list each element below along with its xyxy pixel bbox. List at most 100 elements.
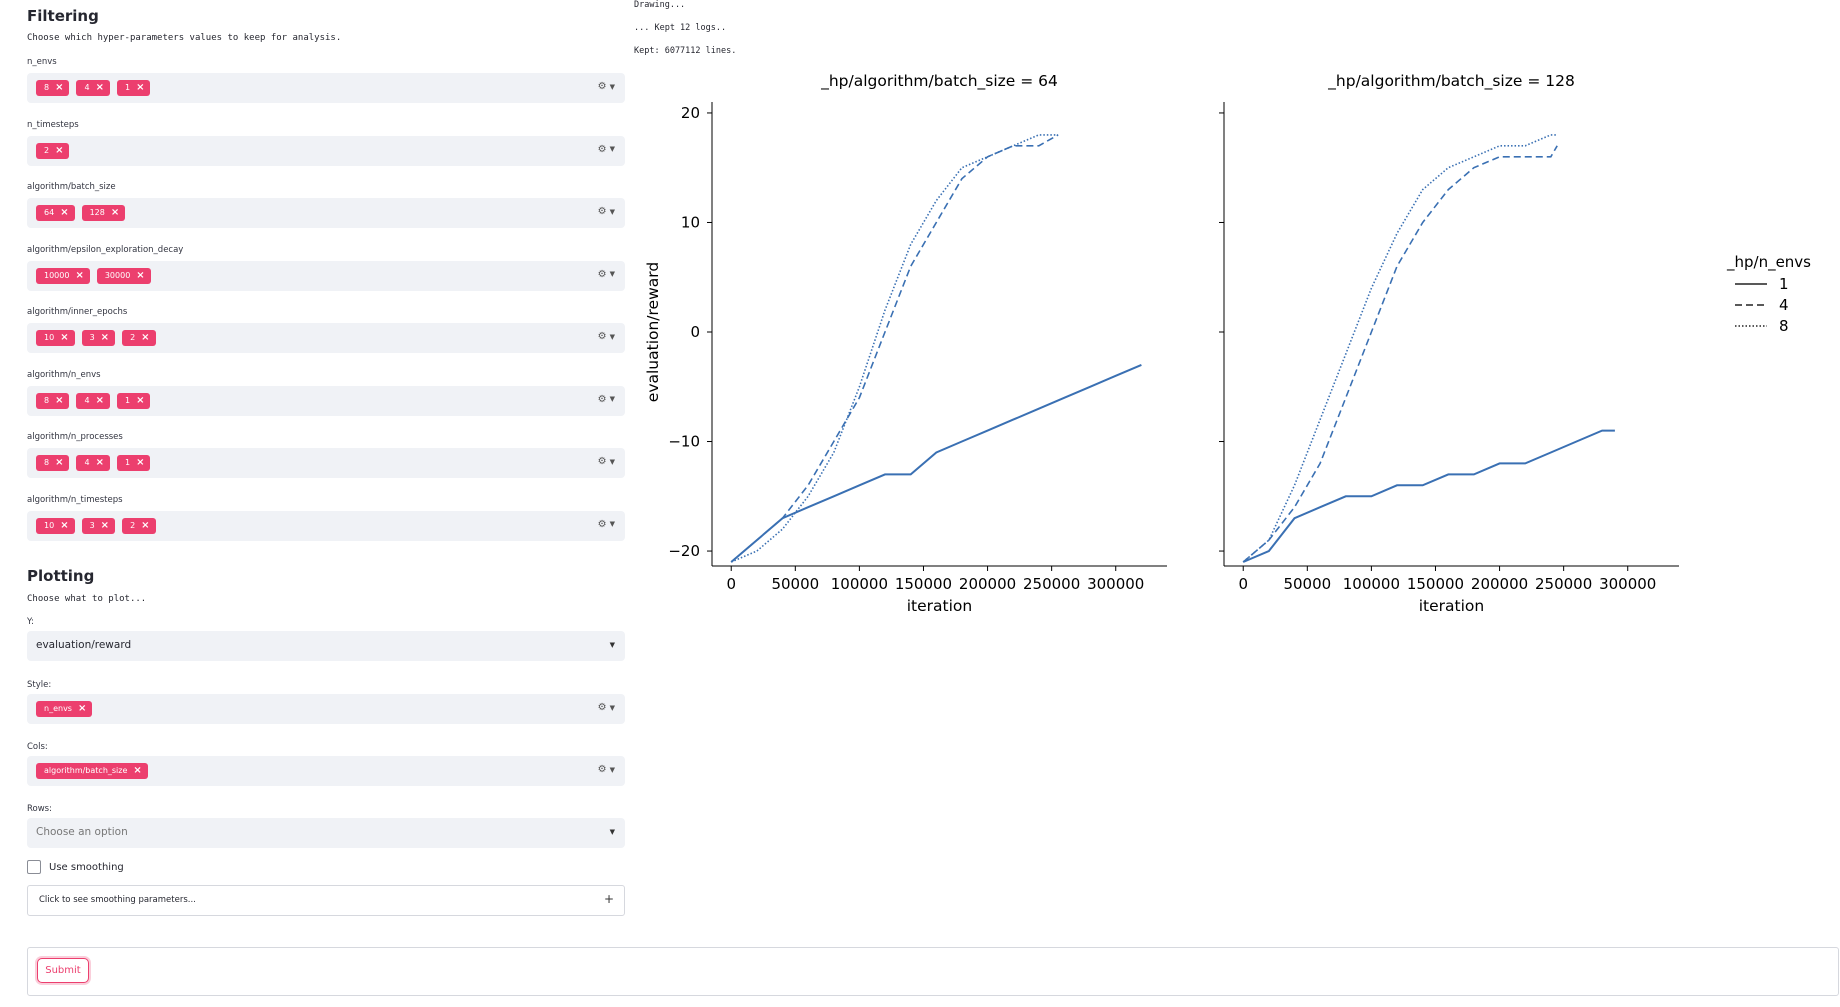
cols-chip[interactable]: algorithm/batch_size ×: [36, 763, 148, 779]
y-label: Y:: [27, 617, 34, 627]
filter-chip[interactable]: 1 ×: [116, 392, 151, 409]
chevron-down-icon[interactable]: ▼: [609, 270, 615, 278]
style-multiselect[interactable]: n_envs × ⚙ ▼: [27, 694, 625, 724]
cols-multiselect[interactable]: algorithm/batch_size × ⚙ ▼: [27, 756, 625, 786]
gear-icon[interactable]: ⚙: [597, 764, 607, 775]
log-line-kept-lines: Kept: 6077112 lines.: [634, 46, 737, 56]
gear-icon[interactable]: ⚙: [597, 456, 607, 467]
filter-chip[interactable]: 2 ×: [122, 330, 156, 346]
close-icon[interactable]: ×: [110, 207, 120, 218]
multiselect-controls[interactable]: ⚙ ▼: [598, 269, 615, 280]
filter-chip[interactable]: 10 ×: [36, 330, 75, 346]
close-icon[interactable]: ×: [60, 207, 69, 218]
plus-icon[interactable]: +: [603, 892, 614, 906]
close-icon[interactable]: ×: [60, 332, 69, 343]
chip-label: 10: [44, 333, 55, 342]
multiselect-controls[interactable]: ⚙ ▼: [598, 456, 615, 467]
gear-icon[interactable]: ⚙: [597, 143, 607, 155]
gear-icon[interactable]: ⚙: [597, 268, 607, 280]
submit-button[interactable]: Submit: [37, 958, 89, 983]
filter-chip[interactable]: 128 ×: [81, 205, 126, 221]
close-icon[interactable]: ×: [60, 519, 69, 531]
close-icon[interactable]: ×: [55, 457, 64, 468]
smoothing-checkbox-row[interactable]: Use smoothing: [27, 860, 124, 874]
chevron-down-icon[interactable]: ▼: [609, 82, 615, 91]
chevron-down-icon[interactable]: ▼: [609, 207, 615, 216]
chevron-down-icon[interactable]: ▼: [609, 703, 615, 712]
filter-chip[interactable]: 64 ×: [36, 205, 75, 221]
smoothing-label: Use smoothing: [49, 861, 124, 873]
x-tick-label: 200000: [959, 575, 1016, 593]
close-icon[interactable]: ×: [55, 82, 64, 93]
close-icon[interactable]: ×: [136, 457, 145, 468]
close-icon[interactable]: ×: [55, 394, 64, 406]
multiselect-controls[interactable]: ⚙ ▼: [598, 702, 615, 713]
close-icon[interactable]: ×: [100, 519, 110, 531]
style-chip[interactable]: n_envs ×: [36, 701, 93, 717]
close-icon[interactable]: ×: [141, 332, 150, 343]
close-icon[interactable]: ×: [136, 394, 145, 406]
filter-chip[interactable]: 10000 ×: [36, 267, 90, 284]
filter-chip[interactable]: 8 ×: [36, 455, 70, 471]
gear-icon[interactable]: ⚙: [597, 206, 607, 217]
chip-label: n_envs: [44, 704, 72, 713]
filter-multiselect[interactable]: 8 × 4 × 1 × ⚙ ▼: [27, 73, 625, 103]
close-icon[interactable]: ×: [55, 144, 64, 156]
close-icon[interactable]: ×: [95, 457, 104, 468]
gear-icon[interactable]: ⚙: [597, 518, 607, 530]
filter-chip[interactable]: 4 ×: [76, 392, 110, 409]
chevron-down-icon[interactable]: ▼: [609, 145, 615, 153]
multiselect-controls[interactable]: ⚙ ▼: [598, 394, 615, 405]
close-icon[interactable]: ×: [136, 269, 145, 281]
filter-multiselect[interactable]: 64 × 128 × ⚙ ▼: [27, 198, 625, 228]
smoothing-expander[interactable]: Click to see smoothing parameters... +: [27, 885, 625, 916]
gear-icon[interactable]: ⚙: [597, 331, 607, 342]
filter-chip[interactable]: 10 ×: [36, 517, 75, 534]
filter-multiselect[interactable]: 10000 × 30000 × ⚙ ▼: [27, 260, 625, 291]
filter-multiselect[interactable]: 10 × 3 × 2 × ⚙ ▼: [27, 323, 625, 353]
filter-chip[interactable]: 1 ×: [116, 455, 151, 471]
close-icon[interactable]: ×: [95, 82, 104, 93]
multiselect-controls[interactable]: ⚙ ▼: [598, 81, 615, 92]
filter-chip[interactable]: 4 ×: [76, 455, 110, 471]
chevron-down-icon[interactable]: ▼: [609, 765, 615, 774]
filter-chip[interactable]: 30000 ×: [96, 267, 151, 284]
filter-chip[interactable]: 8 ×: [36, 392, 70, 409]
gear-icon[interactable]: ⚙: [597, 81, 607, 92]
filter-multiselect[interactable]: 10 × 3 × 2 × ⚙ ▼: [27, 510, 625, 541]
log-line-drawing: Drawing...: [634, 0, 686, 10]
x-tick-label: 300000: [1599, 575, 1656, 593]
multiselect-controls[interactable]: ⚙ ▼: [598, 144, 615, 155]
close-icon[interactable]: ×: [141, 519, 150, 531]
gear-icon[interactable]: ⚙: [597, 393, 607, 405]
filter-chip[interactable]: 8 ×: [36, 80, 70, 96]
filter-chip[interactable]: 1 ×: [116, 80, 151, 96]
close-icon[interactable]: ×: [100, 332, 110, 343]
close-icon[interactable]: ×: [133, 765, 142, 776]
smoothing-checkbox[interactable]: [27, 860, 41, 874]
multiselect-controls[interactable]: ⚙ ▼: [598, 206, 615, 217]
chevron-down-icon[interactable]: ▼: [609, 520, 615, 528]
filter-chip[interactable]: 3 ×: [81, 330, 116, 346]
filter-chip[interactable]: 2 ×: [36, 142, 70, 159]
chevron-down-icon[interactable]: ▼: [609, 395, 615, 403]
multiselect-controls[interactable]: ⚙ ▼: [598, 764, 615, 775]
filter-chip[interactable]: 4 ×: [76, 80, 110, 96]
filter-multiselect[interactable]: 8 × 4 × 1 × ⚙ ▼: [27, 385, 625, 416]
close-icon[interactable]: ×: [95, 394, 104, 406]
filter-multiselect[interactable]: 2 × ⚙ ▼: [27, 135, 625, 166]
filter-multiselect[interactable]: 8 × 4 × 1 × ⚙ ▼: [27, 448, 625, 478]
multiselect-controls[interactable]: ⚙ ▼: [598, 519, 615, 530]
chevron-down-icon[interactable]: ▼: [609, 332, 615, 341]
close-icon[interactable]: ×: [77, 703, 87, 714]
filter-chip[interactable]: 3 ×: [81, 517, 116, 534]
close-icon[interactable]: ×: [136, 82, 145, 93]
filter-chip[interactable]: 2 ×: [122, 517, 156, 534]
chevron-down-icon[interactable]: ▼: [609, 457, 615, 466]
gear-icon[interactable]: ⚙: [597, 702, 607, 713]
y-select[interactable]: evaluation/reward ▼: [27, 631, 625, 661]
rows-select[interactable]: Choose an option ▼: [27, 818, 625, 848]
close-icon[interactable]: ×: [75, 269, 84, 281]
multiselect-controls[interactable]: ⚙ ▼: [598, 331, 615, 342]
chip-label: 1: [124, 83, 131, 92]
